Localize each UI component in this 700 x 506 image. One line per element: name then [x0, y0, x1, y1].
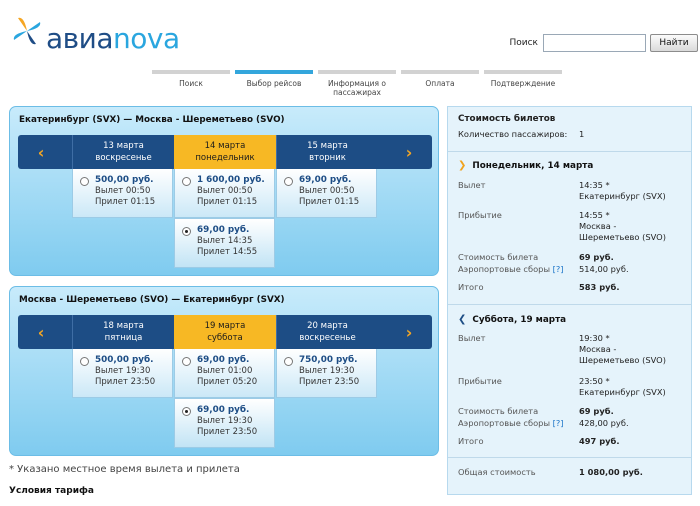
- leg1-dep-label: Вылет: [458, 180, 486, 190]
- inbound-day-18[interactable]: 18 марта пятница: [72, 315, 174, 349]
- outbound-next-day-button[interactable]: ›: [405, 142, 413, 162]
- leg2-fees-label: Аэропортовые сборы [?]: [458, 418, 564, 428]
- passenger-count-label: Количество пассажиров:: [458, 129, 568, 139]
- ticket-cost-summary: Стоимость билетов Количество пассажиров:…: [447, 106, 692, 495]
- summary-title: Стоимость билетов: [458, 114, 556, 124]
- inbound-flights-panel: Москва - Шереметьево (SVO) — Екатеринбур…: [9, 286, 439, 456]
- leg1-header: ❯ Понедельник, 14 марта: [458, 160, 594, 171]
- inbound-date-bar: ‹ 18 марта пятница 19 марта суббота 20 мар…: [18, 315, 432, 349]
- grand-total-label: Общая стоимость: [458, 467, 536, 477]
- outbound-fare-option[interactable]: 500,00 руб. Вылет 00:50 Прилет 01:15: [72, 169, 173, 218]
- inbound-next-day-button[interactable]: ›: [405, 322, 413, 342]
- leg2-fees-help-link[interactable]: [?]: [552, 418, 564, 428]
- leg2-dep-label: Вылет: [458, 333, 486, 343]
- outbound-day-13[interactable]: 13 марта воскресенье: [72, 135, 174, 169]
- step-confirmation: Подтверждение: [484, 70, 562, 88]
- leg1-arr-label: Прибытие: [458, 210, 502, 220]
- search-button[interactable]: Найти: [650, 34, 698, 52]
- fare-radio[interactable]: [182, 177, 191, 186]
- avianova-logo[interactable]: авиаnova: [10, 14, 185, 60]
- search-label: Поиск: [509, 38, 538, 48]
- inbound-day-19-selected[interactable]: 19 марта суббота: [174, 315, 276, 349]
- leg2-arr-label: Прибытие: [458, 376, 502, 386]
- step-flight-selection: Выбор рейсов: [235, 70, 313, 88]
- passenger-count-value: 1: [579, 129, 585, 139]
- leg1-arr-value: 14:55 * Москва - Шереметьево (SVO): [579, 210, 666, 242]
- grand-total-value: 1 080,00 руб.: [579, 467, 643, 477]
- leg1-total-value: 583 руб.: [579, 282, 620, 292]
- fare-radio[interactable]: [80, 357, 89, 366]
- leg2-fees-value: 428,00 руб.: [579, 418, 629, 428]
- inbound-route-title: Москва - Шереметьево (SVO) — Екатеринбур…: [19, 295, 285, 305]
- outbound-date-bar: ‹ 13 марта воскресенье 14 марта понедельни…: [18, 135, 432, 169]
- leg1-total-label: Итого: [458, 282, 484, 292]
- fare-radio[interactable]: [284, 357, 293, 366]
- leg1-fees-value: 514,00 руб.: [579, 264, 629, 274]
- inbound-fare-option[interactable]: 500,00 руб. Вылет 19:30 Прилет 23:50: [72, 349, 173, 398]
- search-input[interactable]: [543, 34, 646, 52]
- step-payment: Оплата: [401, 70, 479, 88]
- outbound-prev-day-button[interactable]: ‹: [37, 142, 45, 162]
- leg1-dep-value: 14:35 * Екатеринбург (SVX): [579, 180, 666, 201]
- outbound-route-title: Екатеринбург (SVX) — Москва - Шереметьев…: [19, 115, 285, 125]
- step-passenger-info: Информация о пассажирах: [318, 70, 396, 97]
- fare-radio-selected[interactable]: [182, 227, 191, 236]
- leg2-arr-value: 23:50 * Екатеринбург (SVX): [579, 376, 666, 397]
- leg1-fees-label: Аэропортовые сборы [?]: [458, 264, 564, 274]
- leg2-dep-value: 19:30 * Москва - Шереметьево (SVO): [579, 333, 666, 365]
- leg2-total-value: 497 руб.: [579, 436, 620, 446]
- fare-radio[interactable]: [80, 177, 89, 186]
- outbound-day-14-selected[interactable]: 14 марта понедельник: [174, 135, 276, 169]
- outbound-fare-option-selected[interactable]: 69,00 руб. Вылет 14:35 Прилет 14:55: [174, 218, 275, 268]
- inbound-fare-option-selected[interactable]: 69,00 руб. Вылет 19:30 Прилет 23:50: [174, 398, 275, 448]
- booking-steps: Поиск Выбор рейсов Информация о пассажир…: [152, 70, 562, 100]
- outbound-flights-panel: Екатеринбург (SVX) — Москва - Шереметьев…: [9, 106, 439, 276]
- inbound-day-20[interactable]: 20 марта воскресенье: [276, 315, 378, 349]
- leg2-ticket-value: 69 руб.: [579, 406, 614, 416]
- leg1-ticket-label: Стоимость билета: [458, 252, 539, 262]
- outbound-day-15[interactable]: 15 марта вторник: [276, 135, 378, 169]
- fare-radio[interactable]: [182, 357, 191, 366]
- leg2-ticket-label: Стоимость билета: [458, 406, 539, 416]
- local-time-footnote: * Указано местное время вылета и прилета: [9, 464, 240, 475]
- search-bar: Поиск Найти: [509, 34, 698, 52]
- leg1-fees-help-link[interactable]: [?]: [552, 264, 564, 274]
- outbound-fare-option[interactable]: 69,00 руб. Вылет 00:50 Прилет 01:15: [276, 169, 377, 218]
- step-search: Поиск: [152, 70, 230, 88]
- inbound-fare-option[interactable]: 750,00 руб. Вылет 19:30 Прилет 23:50: [276, 349, 377, 398]
- fare-radio-selected[interactable]: [182, 407, 191, 416]
- arrow-right-icon: ❯: [458, 160, 467, 171]
- inbound-fare-option[interactable]: 69,00 руб. Вылет 01:00 Прилет 05:20: [174, 349, 275, 398]
- outbound-fare-option[interactable]: 1 600,00 руб. Вылет 00:50 Прилет 01:15: [174, 169, 275, 218]
- arrow-left-icon: ❮: [458, 314, 467, 325]
- fare-terms-link[interactable]: Условия тарифа: [9, 486, 95, 496]
- fare-radio[interactable]: [284, 177, 293, 186]
- leg1-ticket-value: 69 руб.: [579, 252, 614, 262]
- leg2-total-label: Итого: [458, 436, 484, 446]
- pinwheel-logo-icon: [13, 17, 41, 45]
- inbound-prev-day-button[interactable]: ‹: [37, 322, 45, 342]
- leg2-header: ❮ Суббота, 19 марта: [458, 314, 567, 325]
- brand-name: авиаnova: [46, 22, 180, 55]
